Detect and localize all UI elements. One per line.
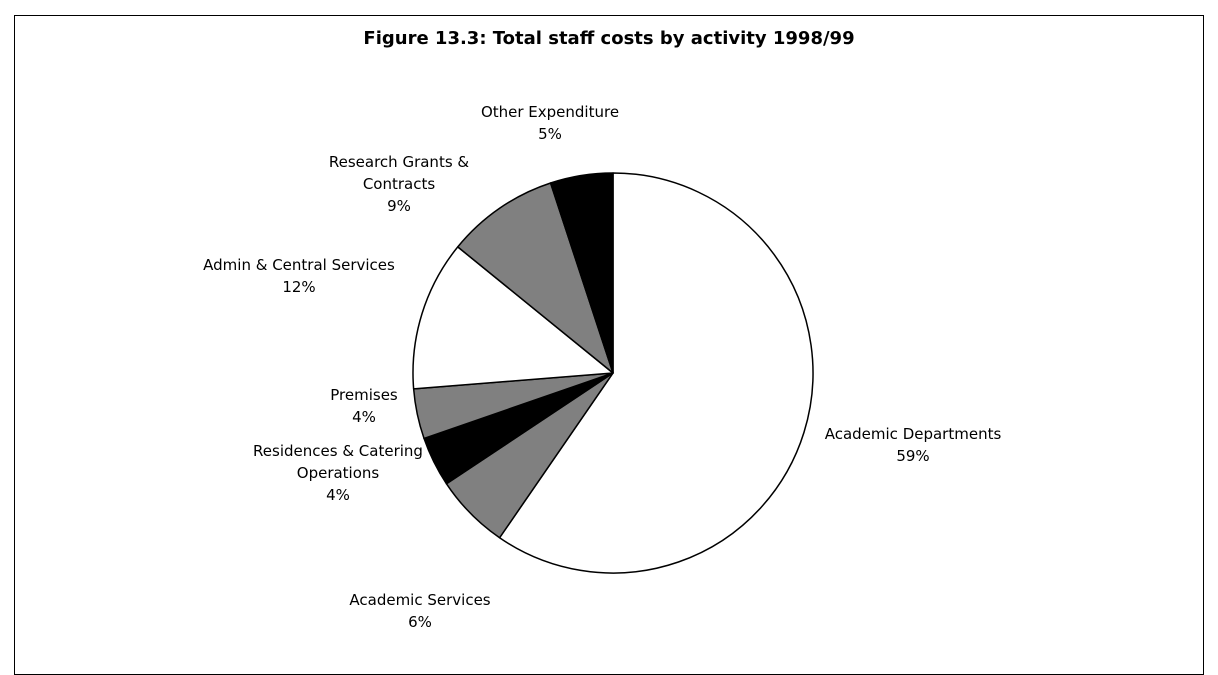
label-residences-catering-line1: Residences & Catering: [253, 442, 423, 460]
label-admin-central: Admin & Central Services 12%: [203, 254, 395, 298]
label-academic-departments-pct: 59%: [896, 447, 930, 465]
label-admin-central-pct: 12%: [282, 278, 316, 296]
label-research-grants-pct: 9%: [387, 197, 411, 215]
chart-title: Figure 13.3: Total staff costs by activi…: [363, 28, 855, 49]
label-premises: Premises 4%: [330, 384, 398, 428]
pie-slice-other-expenditure: [549, 172, 614, 374]
label-academic-departments: Academic Departments 59%: [825, 423, 1002, 467]
pie-slice-admin-central-services: [412, 246, 614, 390]
label-academic-services-line1: Academic Services: [349, 591, 491, 609]
label-premises-pct: 4%: [352, 408, 376, 426]
label-premises-line1: Premises: [330, 386, 398, 404]
label-research-grants: Research Grants & Contracts 9%: [329, 151, 469, 217]
label-residences-catering-pct: 4%: [326, 486, 350, 504]
label-other-expenditure: Other Expenditure 5%: [481, 101, 619, 145]
label-residences-catering-line2: Operations: [296, 464, 380, 482]
label-research-grants-line1: Research Grants &: [328, 153, 470, 171]
label-admin-central-line1: Admin & Central Services: [203, 256, 395, 274]
label-residences-catering: Residences & Catering Operations 4%: [253, 440, 423, 506]
pie-slice-academic-departments: [498, 172, 814, 574]
label-academic-departments-line1: Academic Departments: [824, 425, 1002, 443]
pie-slice-research-grants-contracts: [457, 182, 614, 374]
label-research-grants-line2: Contracts: [362, 175, 436, 193]
label-other-expenditure-line1: Other Expenditure: [480, 103, 620, 121]
label-other-expenditure-pct: 5%: [538, 125, 562, 143]
label-academic-services-pct: 6%: [408, 613, 432, 631]
label-academic-services: Academic Services 6%: [349, 589, 490, 633]
